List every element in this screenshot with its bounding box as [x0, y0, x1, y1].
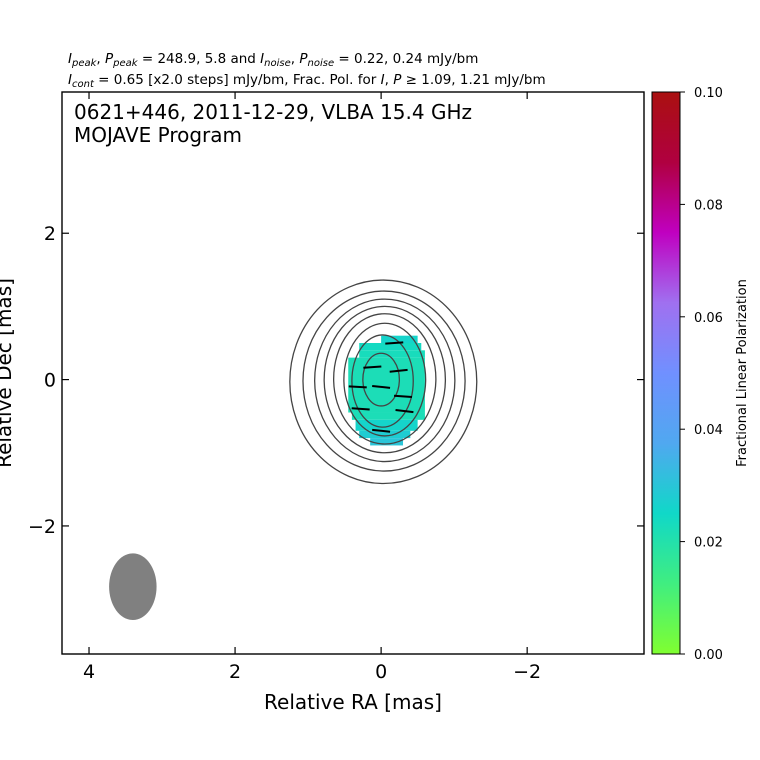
pol-pixel-7 [370, 438, 404, 446]
cb-tick-label-3: 0.06 [694, 311, 723, 326]
x-tick-label-1: 2 [229, 661, 241, 683]
cb-tick-label-5: 0.10 [694, 86, 723, 101]
contour-4 [332, 313, 437, 445]
header-line-1: Ipeak, Ppeak = 248.9, 5.8 and Inoise, Pn… [68, 51, 478, 69]
beam-group [109, 553, 157, 620]
evpa-tick-3 [348, 385, 367, 389]
chart-subtitle: MOJAVE Program [74, 123, 242, 147]
pol-pixel-0 [381, 335, 418, 343]
pol-pixel-2 [359, 350, 425, 358]
header-line-2: Icont = 0.65 [x2.0 steps] mJy/bm, Frac. … [68, 72, 546, 90]
chart-title: 0621+446, 2011-12-29, VLBA 15.4 GHz [74, 100, 472, 124]
contour-set [289, 279, 478, 485]
evpa-vectors [348, 341, 414, 433]
cb-tick-label-1: 0.02 [694, 536, 723, 551]
y-axis-ticks: 2 0 −2 [28, 223, 644, 538]
evpa-tick-8 [372, 428, 391, 433]
contour-5 [343, 322, 427, 437]
colorbar-ticks: 0.00 0.02 0.04 0.06 0.08 0.10 [680, 86, 723, 663]
cb-tick-label-2: 0.04 [694, 423, 723, 438]
contour-7 [362, 352, 401, 407]
x-tick-label-2: 0 [375, 661, 387, 683]
evpa-tick-2 [389, 368, 408, 373]
x-axis-label: Relative RA [mas] [264, 690, 442, 714]
x-axis-ticks: 4 2 0 −2 [83, 92, 541, 683]
pol-pixel-6 [359, 430, 411, 439]
x-tick-label-0: 4 [83, 661, 95, 683]
contour-6 [351, 334, 414, 428]
colorbar [651, 91, 681, 655]
cb-tick-label-4: 0.08 [694, 198, 723, 213]
y-tick-label-2: −2 [28, 516, 56, 538]
cb-tick-label-0: 0.00 [694, 648, 723, 663]
pol-pixel-1 [359, 342, 422, 351]
contour-1 [302, 290, 466, 472]
contour-0 [289, 279, 478, 485]
evpa-tick-6 [351, 407, 370, 411]
polarization-map [348, 335, 425, 446]
colorbar-label: Fractional Linear Polarization [735, 279, 750, 467]
beam-ellipse [109, 553, 157, 620]
evpa-tick-4 [372, 384, 391, 389]
evpa-tick-7 [395, 408, 414, 414]
y-tick-label-0: 2 [44, 223, 56, 245]
y-tick-label-1: 0 [44, 370, 56, 392]
evpa-tick-0 [385, 341, 404, 345]
y-axis-label: Relative Dec [mas] [0, 278, 16, 468]
evpa-tick-1 [363, 365, 382, 369]
pol-pixel-4 [351, 412, 425, 420]
plot-frame [61, 91, 645, 655]
x-tick-label-3: −2 [513, 661, 541, 683]
evpa-tick-5 [393, 394, 413, 399]
contour-3 [323, 305, 447, 454]
contour-2 [314, 298, 456, 463]
pol-pixel-5 [355, 419, 418, 431]
plot-content [109, 279, 478, 620]
